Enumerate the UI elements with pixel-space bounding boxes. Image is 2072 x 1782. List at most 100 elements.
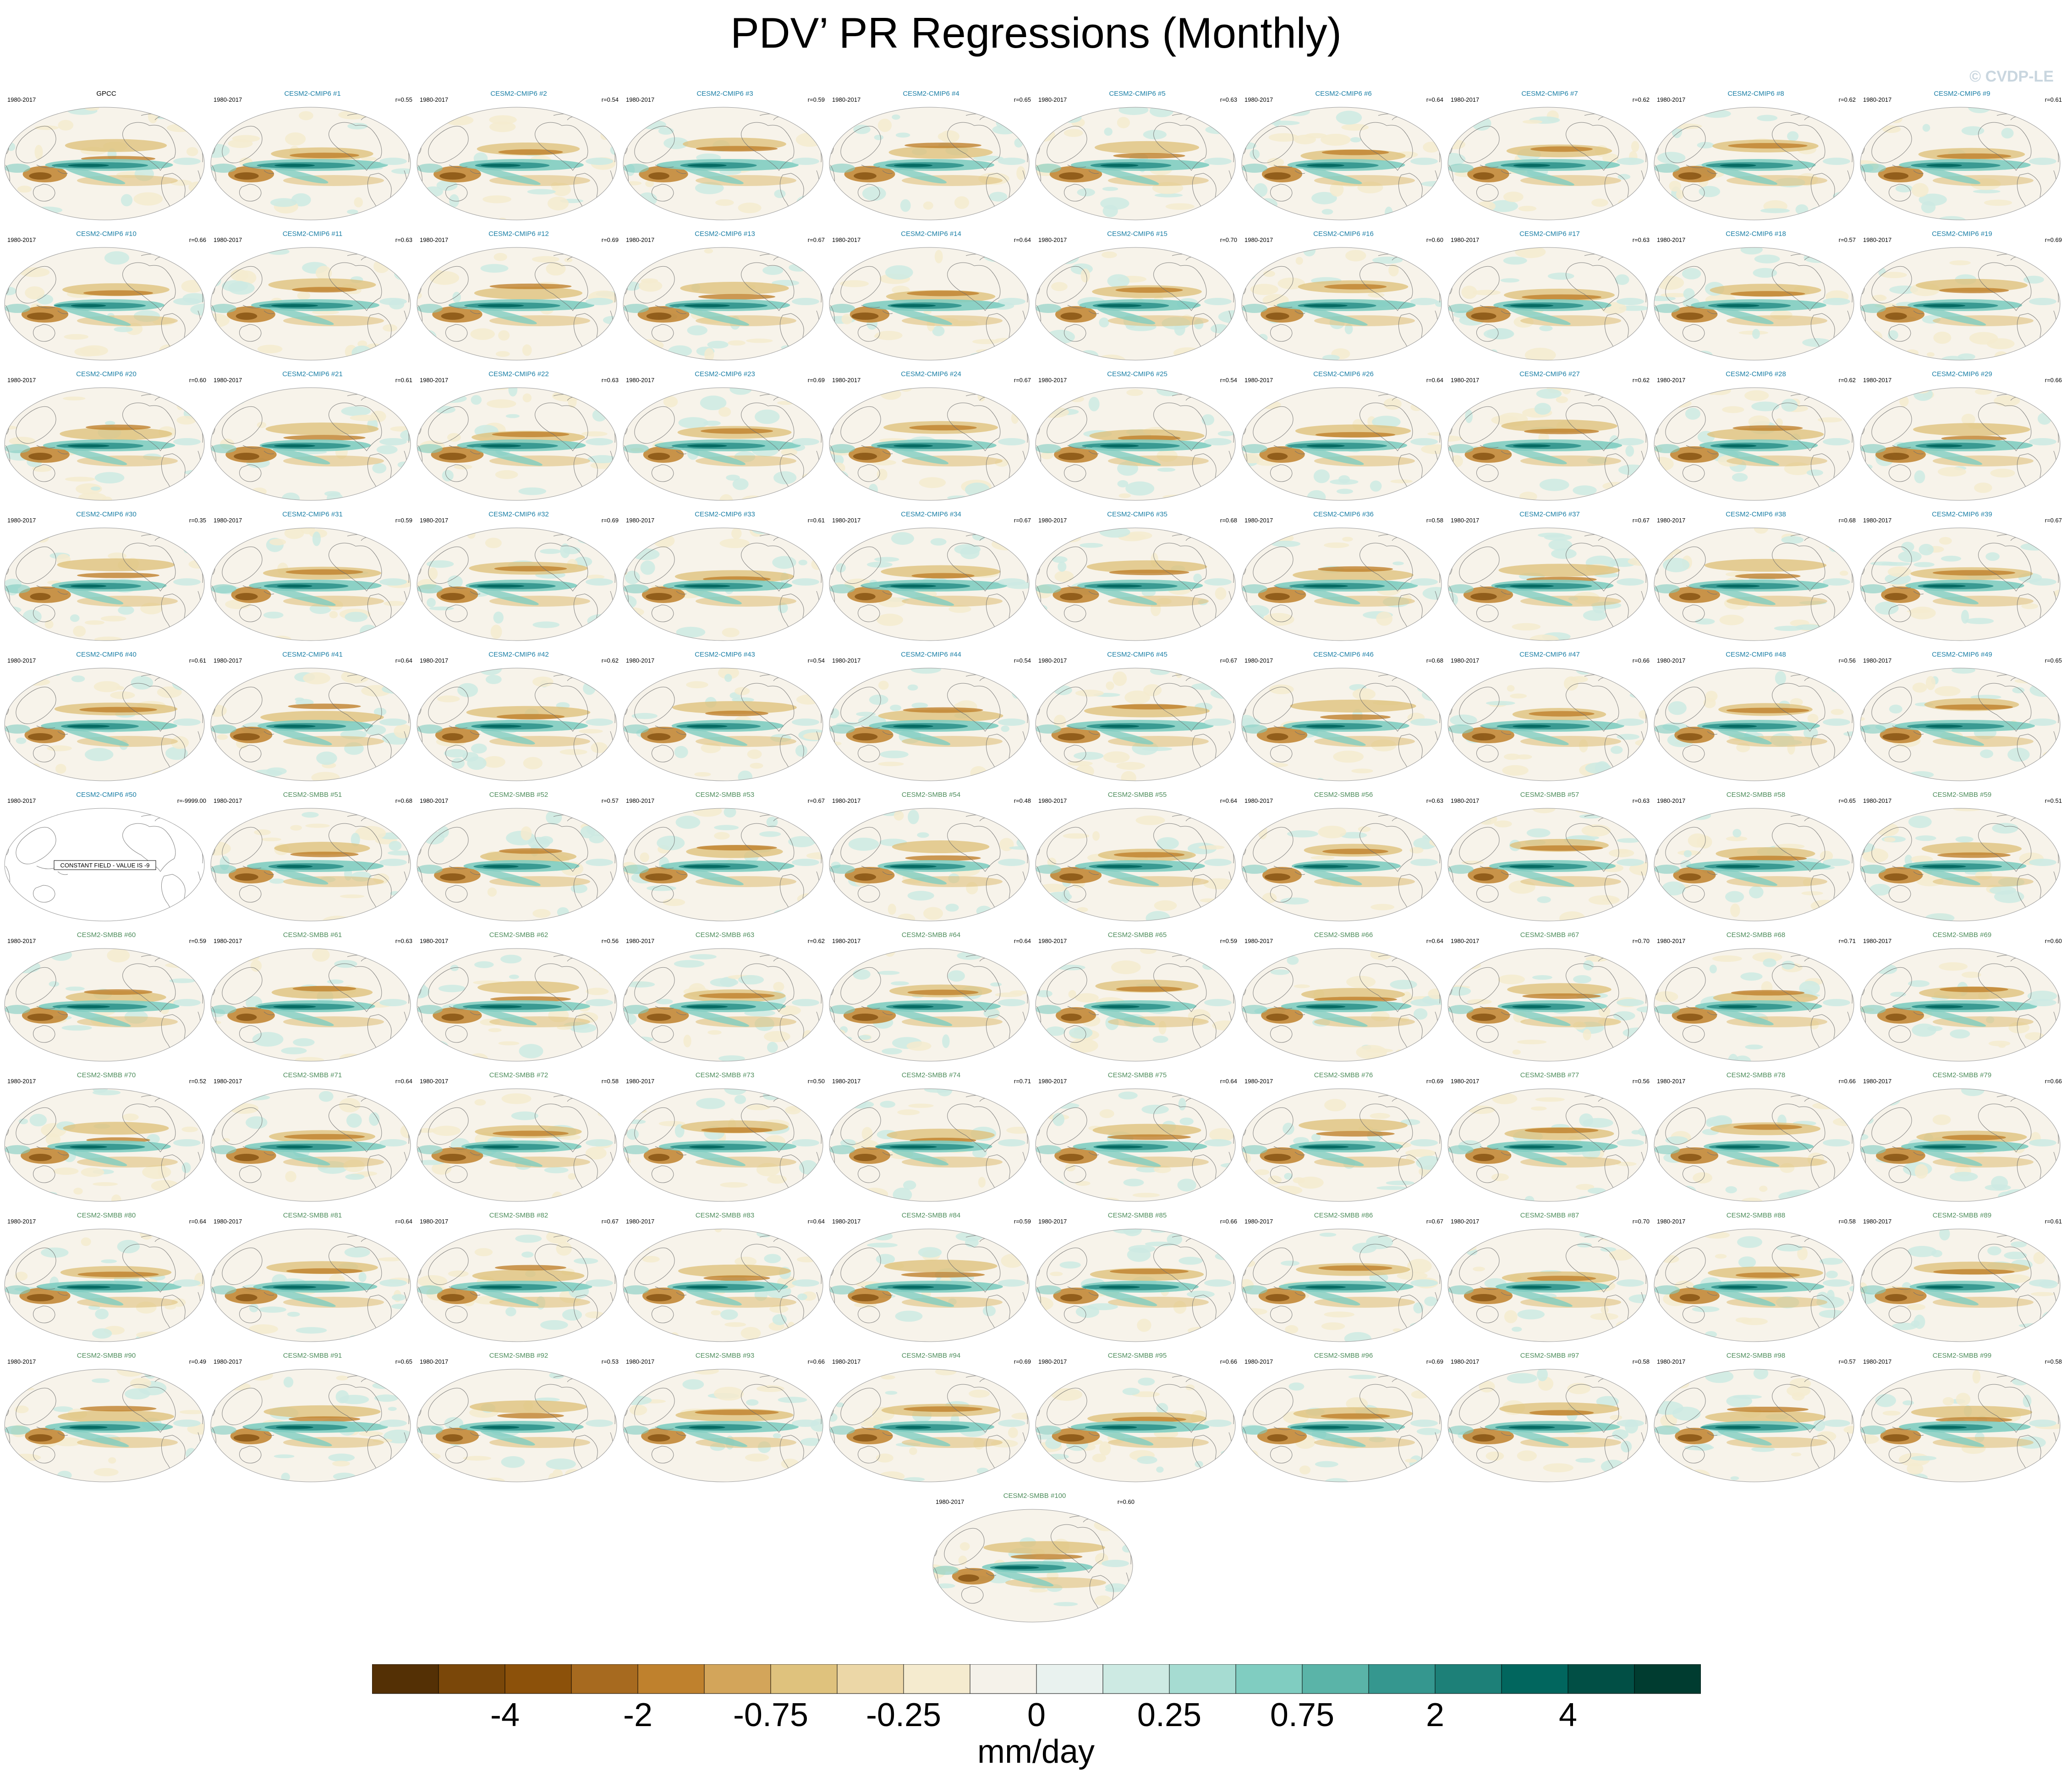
panel-title: CESM2-CMIP6 #24 bbox=[901, 370, 961, 378]
panel-title: CESM2-CMIP6 #17 bbox=[1519, 230, 1580, 238]
panel-period: 1980-2017 bbox=[832, 377, 861, 384]
panel-title: CESM2-SMBB #92 bbox=[489, 1352, 548, 1360]
regression-map bbox=[4, 1228, 205, 1342]
panel-period: 1980-2017 bbox=[1038, 236, 1067, 243]
colorbar-swatch bbox=[837, 1664, 904, 1694]
panel-title: CESM2-SMBB #62 bbox=[489, 931, 548, 939]
map-panel: CESM2-SMBB #79 1980-2017 r=0.66 bbox=[1859, 1071, 2065, 1202]
panel-period: 1980-2017 bbox=[936, 1498, 965, 1505]
regression-map bbox=[1035, 668, 1236, 781]
regression-map bbox=[1241, 948, 1442, 1062]
map-panel: CESM2-CMIP6 #40 1980-2017 r=0.61 bbox=[4, 651, 209, 781]
map-panel: CESM2-CMIP6 #35 1980-2017 r=0.68 bbox=[1035, 510, 1240, 641]
map-panel: CESM2-SMBB #74 1980-2017 r=0.71 bbox=[828, 1071, 1034, 1202]
regression-map bbox=[1860, 107, 2061, 220]
panel-period: 1980-2017 bbox=[1863, 657, 1892, 664]
panel-period: 1980-2017 bbox=[832, 797, 861, 804]
panel-period: 1980-2017 bbox=[1451, 938, 1480, 944]
panel-title: CESM2-SMBB #98 bbox=[1726, 1352, 1786, 1360]
panel-title: CESM2-CMIP6 #28 bbox=[1726, 370, 1786, 378]
panel-correlation: r=0.69 bbox=[807, 377, 825, 384]
panel-title: CESM2-SMBB #63 bbox=[695, 931, 755, 939]
panel-period: 1980-2017 bbox=[626, 377, 655, 384]
panel-title: CESM2-SMBB #78 bbox=[1726, 1071, 1786, 1079]
panel-correlation: r=0.61 bbox=[2045, 96, 2062, 103]
colorbar-swatch bbox=[903, 1664, 970, 1694]
panel-period: 1980-2017 bbox=[1657, 517, 1686, 524]
panel-correlation: r=0.59 bbox=[1220, 938, 1237, 944]
panel-title: CESM2-CMIP6 #21 bbox=[282, 370, 343, 378]
panel-title: CESM2-CMIP6 #35 bbox=[1107, 510, 1168, 518]
colorbar-swatch bbox=[372, 1664, 439, 1694]
map-panel: CESM2-CMIP6 #48 1980-2017 r=0.56 bbox=[1653, 651, 1858, 781]
colorbar bbox=[372, 1664, 1701, 1694]
map-panel: CESM2-CMIP6 #50 1980-2017 r=-9999.00 CONSTA… bbox=[4, 791, 209, 921]
map-panel: CESM2-SMBB #88 1980-2017 r=0.58 bbox=[1653, 1212, 1858, 1342]
map-panel: CESM2-SMBB #85 1980-2017 r=0.66 bbox=[1035, 1212, 1240, 1342]
map-panel: CESM2-CMIP6 #3 1980-2017 r=0.59 bbox=[622, 90, 828, 220]
panel-correlation: r=0.71 bbox=[1014, 1078, 1031, 1085]
colorbar-units: mm/day bbox=[977, 1733, 1095, 1770]
map-panel: CESM2-CMIP6 #18 1980-2017 r=0.57 bbox=[1653, 230, 1858, 361]
panel-period: 1980-2017 bbox=[832, 938, 861, 944]
panel-correlation: r=0.51 bbox=[2045, 797, 2062, 804]
panel-title: CESM2-CMIP6 #48 bbox=[1726, 651, 1786, 658]
panel-correlation: r=0.65 bbox=[2045, 657, 2062, 664]
panel-period: 1980-2017 bbox=[1863, 96, 1892, 103]
panel-period: 1980-2017 bbox=[1244, 517, 1273, 524]
map-panel: CESM2-CMIP6 #29 1980-2017 r=0.66 bbox=[1859, 370, 2065, 501]
regression-map bbox=[4, 107, 205, 220]
map-panel: CESM2-CMIP6 #30 1980-2017 r=0.35 bbox=[4, 510, 209, 641]
panel-correlation: r=0.56 bbox=[1838, 657, 1856, 664]
map-panel: CESM2-CMIP6 #10 1980-2017 r=0.66 bbox=[4, 230, 209, 361]
panel-period: 1980-2017 bbox=[832, 96, 861, 103]
panel-title: CESM2-CMIP6 #18 bbox=[1726, 230, 1786, 238]
map-panel: CESM2-SMBB #56 1980-2017 r=0.63 bbox=[1241, 791, 1446, 921]
regression-map bbox=[1860, 527, 2061, 641]
panel-period: 1980-2017 bbox=[420, 938, 449, 944]
panel-period: 1980-2017 bbox=[1038, 938, 1067, 944]
panel-period: 1980-2017 bbox=[214, 236, 242, 243]
regression-map bbox=[623, 527, 823, 641]
panel-correlation: r=0.59 bbox=[807, 96, 825, 103]
panel-period: 1980-2017 bbox=[1244, 1358, 1273, 1365]
regression-map bbox=[417, 1369, 617, 1482]
panel-title: CESM2-CMIP6 #4 bbox=[903, 90, 959, 98]
panel-correlation: r=0.69 bbox=[601, 517, 619, 524]
panel-period: 1980-2017 bbox=[626, 938, 655, 944]
panel-title: CESM2-CMIP6 #39 bbox=[1932, 510, 1992, 518]
panel-period: 1980-2017 bbox=[1451, 657, 1480, 664]
panel-period: 1980-2017 bbox=[832, 1218, 861, 1225]
panel-correlation: r=0.70 bbox=[1632, 1218, 1650, 1225]
panel-period: 1980-2017 bbox=[626, 517, 655, 524]
panel-correlation: r=0.67 bbox=[807, 797, 825, 804]
panel-title: CESM2-CMIP6 #9 bbox=[1934, 90, 1990, 98]
panel-title: CESM2-SMBB #71 bbox=[283, 1071, 342, 1079]
panel-correlation: r=0.60 bbox=[2045, 938, 2062, 944]
regression-map bbox=[1447, 107, 1648, 220]
map-panel: CESM2-SMBB #72 1980-2017 r=0.58 bbox=[416, 1071, 621, 1202]
panel-title: CESM2-SMBB #59 bbox=[1932, 791, 1992, 799]
panel-period: 1980-2017 bbox=[1038, 1358, 1067, 1365]
panel-correlation: r=0.55 bbox=[395, 96, 412, 103]
map-panel: CESM2-CMIP6 #23 1980-2017 r=0.69 bbox=[622, 370, 828, 501]
regression-map bbox=[1447, 1228, 1648, 1342]
panel-correlation: r=0.35 bbox=[189, 517, 206, 524]
panel-title: CESM2-SMBB #81 bbox=[283, 1212, 342, 1219]
map-panel: CESM2-SMBB #78 1980-2017 r=0.66 bbox=[1653, 1071, 1858, 1202]
panel-period: 1980-2017 bbox=[626, 1358, 655, 1365]
panel-correlation: r=0.57 bbox=[1838, 1358, 1856, 1365]
regression-map bbox=[417, 107, 617, 220]
map-panel: CESM2-CMIP6 #16 1980-2017 r=0.60 bbox=[1241, 230, 1446, 361]
regression-map bbox=[623, 387, 823, 501]
constant-field-label: CONSTANT FIELD - VALUE IS -9 bbox=[60, 862, 149, 869]
regression-map bbox=[1654, 107, 1854, 220]
map-panel: CESM2-SMBB #52 1980-2017 r=0.57 bbox=[416, 791, 621, 921]
map-panel: CESM2-SMBB #67 1980-2017 r=0.70 bbox=[1447, 931, 1652, 1062]
colorbar-tick-label: -0.75 bbox=[733, 1697, 809, 1733]
regression-map bbox=[4, 1369, 205, 1482]
map-panel: CESM2-CMIP6 #33 1980-2017 r=0.61 bbox=[622, 510, 828, 641]
regression-map bbox=[210, 1369, 411, 1482]
map-panel: CESM2-SMBB #97 1980-2017 r=0.58 bbox=[1447, 1352, 1652, 1482]
panel-title: CESM2-CMIP6 #45 bbox=[1107, 651, 1168, 658]
